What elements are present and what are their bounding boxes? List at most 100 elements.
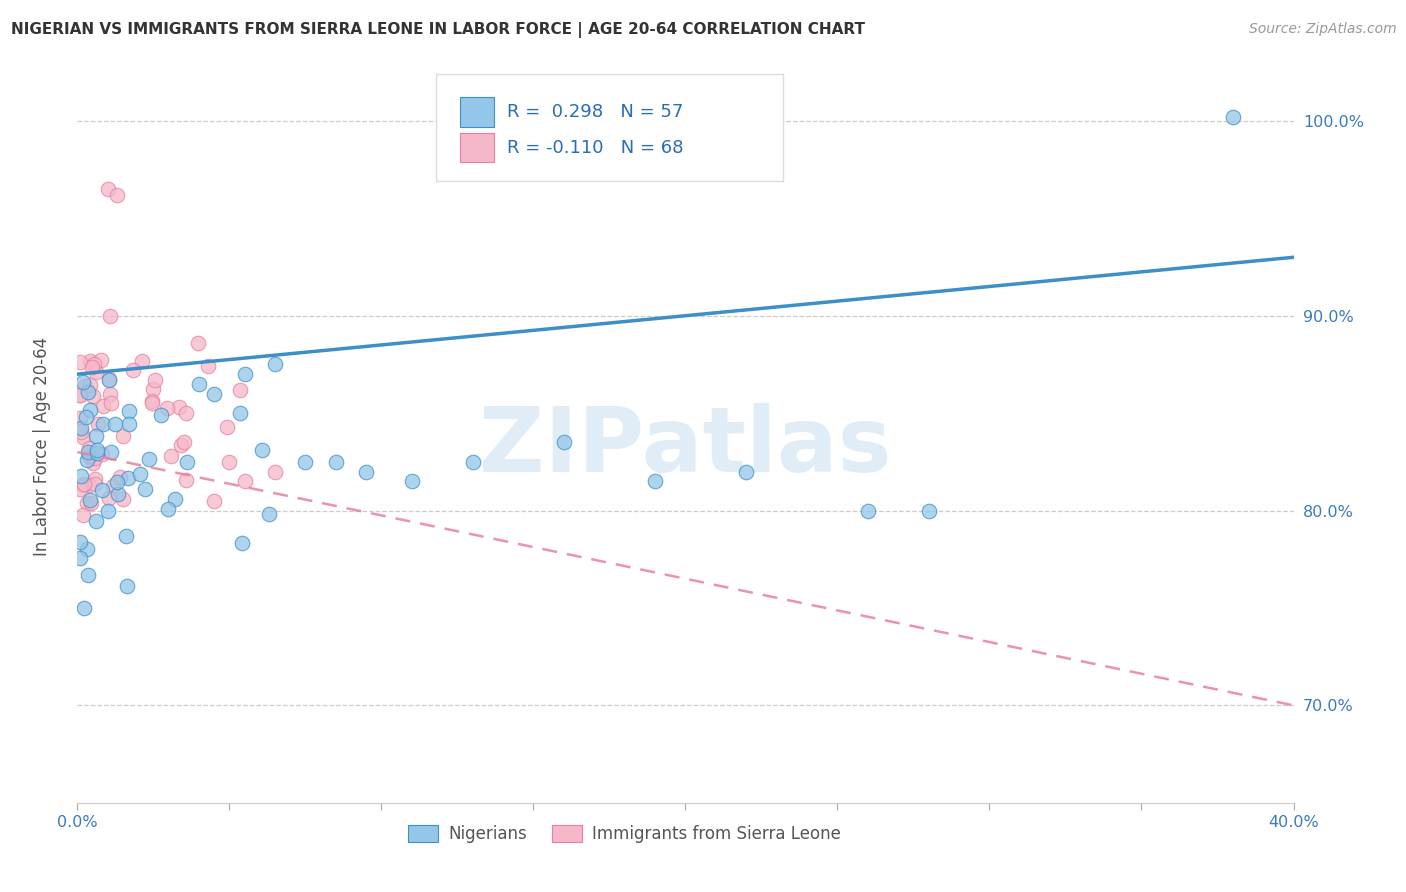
Point xyxy=(141,395,163,409)
Point xyxy=(72,375,94,389)
Point xyxy=(202,493,225,508)
Point xyxy=(129,467,152,481)
Point xyxy=(167,401,190,415)
Point xyxy=(176,454,198,468)
Point xyxy=(97,182,120,196)
Text: Source: ZipAtlas.com: Source: ZipAtlas.com xyxy=(1249,22,1396,37)
Point xyxy=(82,389,104,403)
Point xyxy=(160,450,183,464)
Point xyxy=(250,443,273,458)
Point xyxy=(856,503,879,517)
Text: R =  0.298   N = 57: R = 0.298 N = 57 xyxy=(506,103,683,121)
Point xyxy=(325,455,347,469)
Point xyxy=(84,365,107,379)
Point xyxy=(69,551,91,566)
Point xyxy=(86,443,108,458)
Point xyxy=(229,406,252,420)
Legend: Nigerians, Immigrants from Sierra Leone: Nigerians, Immigrants from Sierra Leone xyxy=(402,819,848,850)
Text: ZIPatlas: ZIPatlas xyxy=(479,403,891,491)
Point xyxy=(77,449,100,463)
Point xyxy=(156,401,179,415)
Point xyxy=(121,363,143,377)
Point xyxy=(79,378,101,392)
Point xyxy=(97,504,120,518)
Point xyxy=(118,404,141,418)
Point xyxy=(86,445,108,459)
Point xyxy=(104,417,127,431)
Point xyxy=(98,309,121,323)
Point xyxy=(112,492,135,507)
Point xyxy=(215,420,238,434)
Point xyxy=(79,492,101,507)
Point xyxy=(174,406,197,420)
Point xyxy=(294,455,316,469)
Point xyxy=(117,417,139,431)
Point xyxy=(98,373,121,387)
Point xyxy=(84,476,107,491)
Point xyxy=(174,473,197,487)
Point xyxy=(107,487,129,501)
Point xyxy=(188,376,211,391)
Point xyxy=(69,355,91,369)
Point xyxy=(79,402,101,417)
Point xyxy=(69,421,91,435)
FancyBboxPatch shape xyxy=(436,73,783,181)
Point xyxy=(1222,110,1244,124)
Point xyxy=(91,447,114,461)
Point xyxy=(142,382,165,396)
Point xyxy=(82,360,104,375)
Point xyxy=(115,529,138,543)
Point xyxy=(77,444,100,458)
Point xyxy=(257,507,280,521)
Point xyxy=(69,482,91,496)
Point xyxy=(84,514,107,528)
Point xyxy=(101,479,124,493)
Point xyxy=(73,601,96,615)
Point xyxy=(98,387,121,401)
Point xyxy=(76,385,98,400)
Point xyxy=(117,471,139,485)
Point xyxy=(264,358,287,372)
Point xyxy=(202,386,225,401)
Point xyxy=(150,408,173,422)
Point xyxy=(156,502,179,516)
Point xyxy=(91,417,114,431)
Point xyxy=(75,379,97,393)
Point xyxy=(197,359,219,373)
Point xyxy=(83,450,105,465)
Point xyxy=(233,367,256,381)
Point xyxy=(76,542,98,557)
Point xyxy=(461,455,484,469)
Point xyxy=(229,384,252,398)
Point xyxy=(90,352,112,367)
Point xyxy=(77,441,100,455)
Point xyxy=(77,567,100,582)
Point xyxy=(233,475,256,489)
Point xyxy=(218,455,240,469)
Bar xyxy=(460,97,495,127)
Point xyxy=(141,394,163,409)
Point xyxy=(72,478,94,492)
Point xyxy=(169,438,191,452)
Point xyxy=(79,496,101,510)
Point xyxy=(105,188,128,202)
Point xyxy=(354,465,377,479)
Point xyxy=(69,387,91,401)
Point xyxy=(110,470,132,484)
Point xyxy=(70,425,93,440)
Bar xyxy=(460,133,495,162)
Point xyxy=(91,399,114,413)
Point xyxy=(69,534,91,549)
Point xyxy=(187,336,209,351)
Point xyxy=(75,410,97,425)
Point xyxy=(143,373,166,387)
Point xyxy=(97,372,120,386)
Point xyxy=(735,465,758,479)
Point xyxy=(70,468,93,483)
Point xyxy=(73,476,96,491)
Point xyxy=(100,445,122,459)
Point xyxy=(131,353,153,368)
Point xyxy=(173,435,195,450)
Point xyxy=(401,475,423,489)
Point xyxy=(82,457,104,471)
